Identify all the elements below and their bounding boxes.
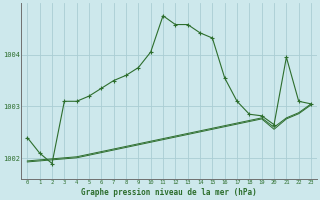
X-axis label: Graphe pression niveau de la mer (hPa): Graphe pression niveau de la mer (hPa) [81,188,257,197]
